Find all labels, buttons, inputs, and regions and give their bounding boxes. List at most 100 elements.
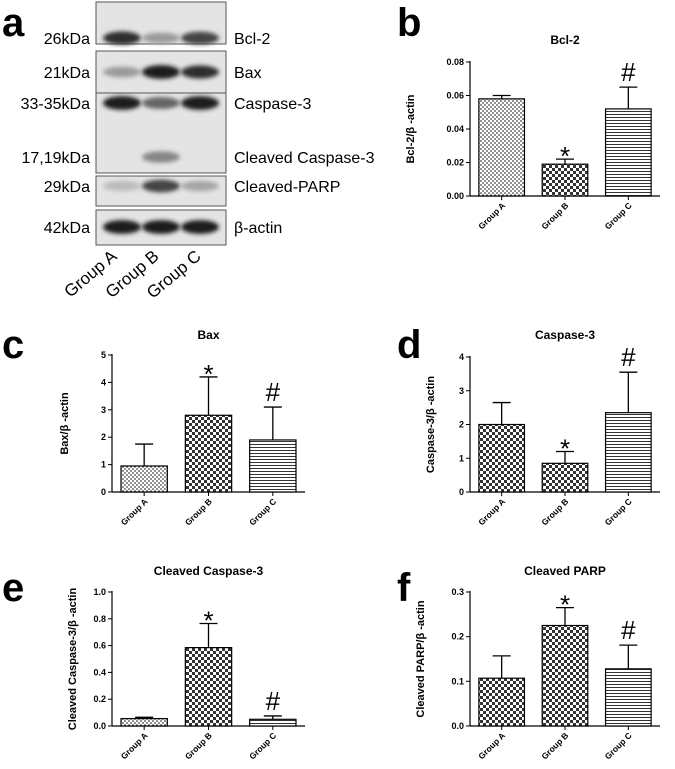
y-tick-label: 0	[459, 487, 464, 497]
chart-bcl2: Bcl-2 0.00 0.02 0.04 0.06 0.08 Bcl-2/β -actin G…	[405, 33, 660, 231]
category-label: Group B	[183, 730, 214, 761]
y-tick-label: 0.08	[446, 57, 464, 67]
significance-mark: *	[560, 141, 570, 171]
category-label: Group C	[247, 496, 278, 527]
blot-band	[142, 32, 180, 44]
blot-protein-label: Bcl-2	[234, 31, 271, 48]
blot-band	[181, 65, 219, 79]
y-tick-label: 1	[101, 460, 106, 470]
bar	[249, 439, 297, 493]
y-tick-label: 0.02	[446, 158, 464, 168]
blot-band	[142, 179, 180, 193]
category-label: Group B	[183, 496, 214, 527]
y-axis-label: Cleaved Caspase-3/β -actin	[67, 588, 79, 731]
blot-protein-label: Bax	[234, 65, 262, 82]
bar	[478, 98, 526, 197]
significance-mark: *	[203, 605, 213, 635]
bar	[604, 108, 652, 197]
bar	[604, 668, 652, 727]
bar	[604, 412, 652, 493]
blot-band	[103, 220, 141, 234]
y-tick-label: 0.4	[93, 667, 106, 677]
y-tick-label: 4	[459, 352, 464, 362]
significance-mark: #	[621, 57, 636, 87]
chart-cleaved-caspase3: Cleaved Caspase-3 0.0 0.2 0.4 0.6 0.8 1.0 Cleav…	[67, 564, 305, 761]
significance-mark: #	[621, 342, 636, 372]
y-tick-label: 0.1	[451, 676, 464, 686]
y-tick-label: 0.04	[446, 124, 464, 134]
blot-protein-label: Cleaved Caspase-3	[234, 150, 375, 167]
y-tick-label: 0.2	[93, 694, 106, 704]
y-tick-label: 0.00	[446, 191, 464, 201]
blot-band	[103, 66, 141, 78]
bar	[478, 423, 526, 493]
category-label: Group A	[476, 496, 507, 527]
y-tick-label: 2	[459, 420, 464, 430]
blot-band	[181, 180, 219, 192]
panel-letter-f: f	[397, 566, 411, 610]
y-tick-label: 0.06	[446, 91, 464, 101]
significance-mark: #	[266, 686, 281, 716]
y-axis-label: Bcl-2/β -actin	[405, 94, 417, 163]
panel-letter-c: c	[2, 323, 24, 367]
y-tick-label: 0.8	[93, 614, 106, 624]
y-tick-label: 4	[101, 377, 106, 387]
blot-mw-label: 17,19kDa	[22, 150, 91, 167]
y-tick-label: 0.6	[93, 641, 106, 651]
y-tick-label: 3	[101, 405, 106, 415]
category-label: Group B	[539, 730, 570, 761]
blot-protein-label: β-actin	[234, 220, 282, 237]
bar	[541, 624, 589, 727]
chart-title: Bcl-2	[550, 33, 580, 47]
panel-letter-e: e	[2, 566, 24, 610]
y-tick-label: 1	[459, 453, 464, 463]
significance-mark: #	[621, 615, 636, 645]
bar	[541, 462, 589, 493]
y-axis-label: Cleaved PARP/β -actin	[415, 600, 427, 717]
y-tick-label: 0.2	[451, 632, 464, 642]
y-tick-label: 0.0	[451, 721, 464, 731]
category-label: Group C	[603, 496, 634, 527]
blot-band	[103, 96, 141, 110]
panel-letter-b: b	[397, 1, 421, 45]
significance-mark: #	[266, 377, 281, 407]
blot-band	[142, 151, 180, 163]
blot-band	[142, 65, 180, 79]
blot-band	[142, 220, 180, 234]
y-axis-label: Caspase-3/β -actin	[425, 376, 437, 473]
blot-band	[181, 31, 219, 45]
blot-band	[142, 97, 180, 109]
blot-band	[181, 96, 219, 110]
chart-title: Cleaved Caspase-3	[154, 564, 264, 578]
y-tick-label: 3	[459, 386, 464, 396]
blot-protein-label: Cleaved-PARP	[234, 179, 340, 196]
chart-title: Cleaved PARP	[524, 564, 606, 578]
y-tick-label: 0.3	[451, 587, 464, 597]
chart-bax: Bax 0 1 2 3 4 5 Bax/β -actin Group A * Group B # Gro…	[59, 328, 305, 527]
blot-mw-label: 42kDa	[44, 220, 90, 237]
panel-letter-a: a	[2, 1, 25, 45]
blot-mw-label: 21kDa	[44, 65, 90, 82]
y-tick-label: 1.0	[93, 587, 106, 597]
chart-caspase3: Caspase-3 0 1 2 3 4 Caspase-3/β -actin Group A *…	[425, 328, 660, 527]
bar	[120, 718, 168, 727]
blot-mw-label: 33-35kDa	[21, 96, 90, 113]
category-label: Group B	[539, 200, 570, 231]
bar	[184, 647, 233, 727]
blot-mw-label: 26kDa	[44, 31, 90, 48]
category-label: Group A	[119, 730, 150, 761]
category-label: Group C	[603, 730, 634, 761]
blot-band	[103, 31, 141, 45]
bar	[184, 414, 233, 493]
chart-title: Bax	[197, 328, 219, 342]
significance-mark: *	[560, 590, 570, 620]
blot-mw-label: 29kDa	[44, 179, 90, 196]
significance-mark: *	[203, 359, 213, 389]
blot-band	[181, 220, 219, 234]
blot-protein-label: Caspase-3	[234, 96, 311, 113]
chart-title: Caspase-3	[535, 328, 595, 342]
y-tick-label: 5	[101, 350, 106, 360]
y-axis-label: Bax/β -actin	[59, 392, 71, 455]
bar	[478, 677, 526, 727]
